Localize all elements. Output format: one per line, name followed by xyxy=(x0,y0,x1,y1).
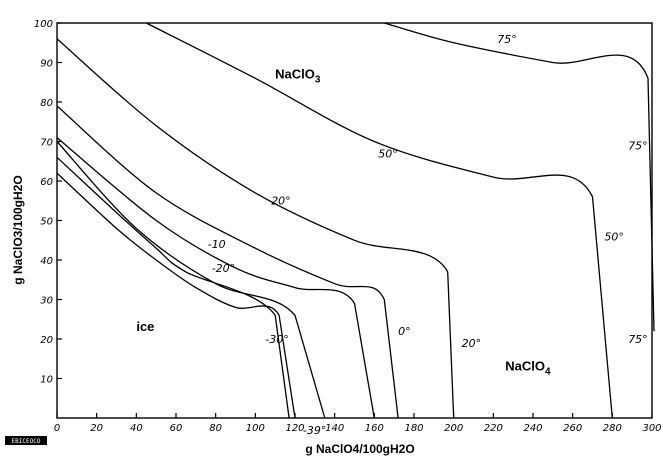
temperature-label: 75° xyxy=(497,33,517,46)
x-tick-label: 60 xyxy=(170,423,183,434)
y-tick-label: 80 xyxy=(40,98,53,109)
x-tick-label: 240 xyxy=(523,423,542,434)
temperature-label: -10 xyxy=(208,238,226,251)
isotherm-line-4 xyxy=(56,105,399,419)
y-tick-label: 50 xyxy=(40,217,53,228)
x-tick-label: 0 xyxy=(54,423,60,434)
x-tick-label: 100 xyxy=(246,423,265,434)
isotherm-line-6 xyxy=(146,22,613,419)
x-tick-label: 140 xyxy=(325,423,344,434)
x-tick-label: 200 xyxy=(444,423,463,434)
y-tick-label: 10 xyxy=(40,375,53,386)
temperature-label: -30° xyxy=(265,333,288,346)
x-tick-label: 80 xyxy=(209,423,222,434)
y-tick-label: 90 xyxy=(40,59,53,70)
x-tick-label: 120 xyxy=(285,423,304,434)
region-label-ice: ice xyxy=(136,319,154,334)
temperature-label: 50° xyxy=(378,147,398,160)
isotherm-line-5 xyxy=(56,38,455,419)
x-tick-label: 280 xyxy=(603,423,622,434)
temperature-label: 20° xyxy=(462,337,482,350)
region-label-naclo3: NaClO3 xyxy=(275,66,321,85)
y-tick-label: 20 xyxy=(40,335,53,346)
x-tick-label: 260 xyxy=(563,423,582,434)
x-tick-label: 160 xyxy=(365,423,384,434)
temperature-label: 20° xyxy=(271,195,291,208)
temperature-label: 0° xyxy=(398,325,411,338)
publisher-logo: EBICEOCO xyxy=(5,436,47,445)
temperature-label: 50° xyxy=(604,230,624,243)
x-tick-label: 220 xyxy=(484,423,503,434)
region-label-naclo4: NaClO4 xyxy=(505,359,551,378)
axes-frame xyxy=(56,22,653,419)
temperature-label: 75° xyxy=(628,139,648,152)
y-tick-label: 30 xyxy=(40,296,53,307)
x-axis-label: g NaClO4/100gH2O xyxy=(305,442,414,456)
temperature-label: -20° xyxy=(212,262,235,275)
y-tick-label: 100 xyxy=(34,19,53,30)
y-tick-label: 40 xyxy=(40,256,53,267)
svg-text:EBICEOCO: EBICEOCO xyxy=(12,438,41,445)
temperature-label: 75° xyxy=(628,333,648,346)
x-tick-label: 180 xyxy=(404,423,423,434)
axis-ticks: 0 20 40 60 80 100 120 140 160 180 200 220 240 260 280 3… xyxy=(34,19,662,434)
chart-annotations: NaClO3 NaClO4 ice 75° 75° 75° 50° 50° 20° 20° -10 -… xyxy=(136,33,647,437)
x-tick-label: 20 xyxy=(90,423,103,434)
x-tick-label: 300 xyxy=(642,423,661,434)
isotherm-line-3 xyxy=(56,137,375,419)
temperature-label: -39° xyxy=(303,424,326,437)
x-tick-label: 40 xyxy=(130,423,143,434)
plot-frame xyxy=(56,22,653,419)
y-tick-label: 70 xyxy=(40,138,53,149)
isotherm-curves xyxy=(56,22,655,419)
y-axis-label: g NaClO3/100gH2O xyxy=(11,175,25,284)
isotherm-line-2 xyxy=(56,141,326,419)
isotherm-line-1 xyxy=(56,172,296,419)
y-tick-label: 60 xyxy=(40,177,53,188)
isotherm-line-7 xyxy=(384,22,655,332)
isotherm-line-0 xyxy=(56,156,290,419)
